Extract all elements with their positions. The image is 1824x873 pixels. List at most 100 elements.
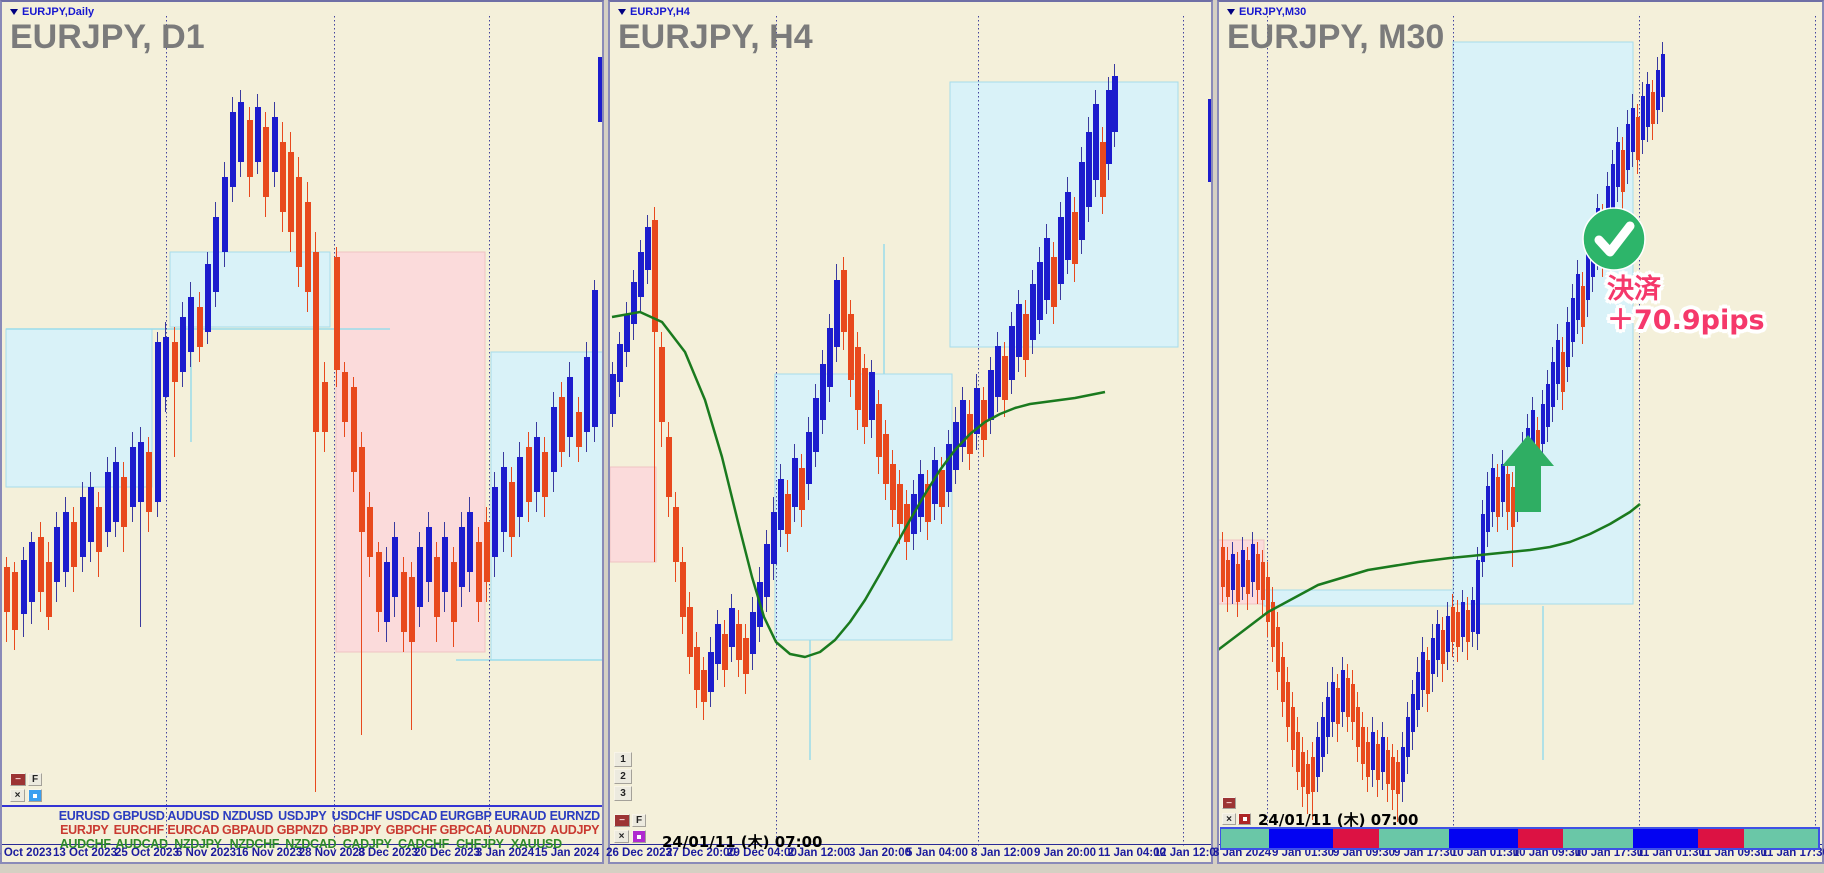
candle-body <box>1641 96 1645 140</box>
chart-window-h4[interactable]: EURJPY,H4 EURJPY, H4 1 2 3 − F × 24/01/11 (木)… <box>606 0 1222 864</box>
pair-item-eurusd[interactable]: EURUSD <box>58 809 110 823</box>
pair-item-audcad[interactable]: AUDCAD <box>115 837 168 851</box>
pair-item-cadjpy[interactable]: CADJPY <box>342 837 392 851</box>
candle-body <box>288 152 294 232</box>
pair-item-nzdjpy[interactable]: NZDJPY <box>174 837 222 851</box>
pair-item-gbpjpy[interactable]: GBPJPY <box>332 823 382 837</box>
pair-matrix-row: AUDCHF AUDCAD NZDJPY NZDCHF NZDCAD CADJPY CADC… <box>57 837 602 851</box>
pair-item-gbpchf[interactable]: GBPCHF <box>385 823 437 837</box>
candlestick-chart-m30[interactable] <box>1219 2 1822 827</box>
time-axis-label: 9 Jan 20:00 <box>1033 847 1097 859</box>
candle-body <box>974 388 980 434</box>
candle-body <box>1476 560 1480 634</box>
candle-body <box>1286 682 1290 727</box>
pair-item-usdchf[interactable]: USDCHF <box>331 809 383 823</box>
candle-body <box>1411 694 1415 732</box>
fullscreen-button[interactable]: F <box>28 773 42 786</box>
candle-body <box>1301 752 1305 787</box>
close-button[interactable]: × <box>614 830 629 843</box>
pair-item-chfjpy[interactable]: CHFJPY <box>456 837 504 851</box>
candle-body <box>121 477 127 527</box>
supply-demand-zone-cyan <box>169 251 331 328</box>
candle-body <box>1661 54 1665 97</box>
pair-item-gbpnzd[interactable]: GBPNZD <box>276 823 328 837</box>
pair-item-audchf[interactable]: AUDCHF <box>59 837 111 851</box>
pair-item-euraud[interactable]: EURAUD <box>494 809 547 823</box>
candle-body <box>21 560 27 614</box>
entry-up-arrow-icon <box>1502 435 1554 512</box>
symbol-dropdown-d1[interactable]: EURJPY,Daily <box>10 6 94 18</box>
candle-body <box>1406 717 1410 757</box>
marker-button[interactable] <box>28 789 42 802</box>
candle-body <box>238 102 244 162</box>
time-axis-label: 8 Jan 2024 <box>1212 847 1272 859</box>
pair-item-gbpaud[interactable]: GBPAUD <box>222 823 274 837</box>
candle-body <box>1456 612 1460 647</box>
pair-item-xauusd[interactable]: XAUUSD <box>510 837 562 851</box>
candle-body <box>509 482 515 537</box>
time-axis-label: 9 Jan 01:30 <box>1271 847 1335 859</box>
candle-body <box>1571 298 1575 342</box>
candle-body <box>1051 257 1057 307</box>
minimize-button[interactable]: − <box>10 773 26 786</box>
candle-body <box>1231 554 1235 590</box>
candle-body <box>1336 688 1340 724</box>
candle-body <box>897 484 903 524</box>
step-2-button[interactable]: 2 <box>614 769 632 784</box>
candlestick-chart-d1[interactable] <box>2 2 602 850</box>
candle-body <box>645 227 651 270</box>
pair-matrix-row: EURUSD GBPUSD AUDUSD NZDUSD USDJPY USDCHF USDC… <box>57 809 602 823</box>
pair-item-gbpusd[interactable]: GBPUSD <box>112 809 165 823</box>
minimize-button[interactable]: − <box>614 814 630 827</box>
symbol-dropdown-m30[interactable]: EURJPY,M30 <box>1227 6 1306 18</box>
pair-item-eurchf[interactable]: EURCHF <box>113 823 165 837</box>
candle-body <box>155 342 161 502</box>
candlestick-chart-h4[interactable] <box>610 2 1211 848</box>
candle-body <box>1072 212 1078 264</box>
close-button[interactable]: × <box>1222 813 1236 825</box>
pair-item-nzdchf[interactable]: NZDCHF <box>229 837 280 851</box>
candle-body <box>890 464 896 510</box>
candle-body <box>1065 192 1071 260</box>
pair-item-usdjpy[interactable]: USDJPY <box>278 809 327 823</box>
marker-button[interactable] <box>1238 813 1251 825</box>
step-1-button[interactable]: 1 <box>614 752 632 767</box>
pair-item-audjpy[interactable]: AUDJPY <box>550 823 600 837</box>
candle-body <box>1030 284 1036 340</box>
candle-body <box>848 314 854 380</box>
close-button[interactable]: × <box>10 789 25 802</box>
candle-body <box>467 512 473 572</box>
pair-item-eurjpy[interactable]: EURJPY <box>60 823 109 837</box>
marker-button[interactable] <box>632 830 646 843</box>
minimize-button[interactable]: − <box>1222 797 1236 809</box>
symbol-dropdown-h4[interactable]: EURJPY,H4 <box>618 6 690 18</box>
candle-body <box>722 634 728 670</box>
pair-item-eurnzd[interactable]: EURNZD <box>549 809 601 823</box>
candle-body <box>617 344 623 382</box>
pair-item-audusd[interactable]: AUDUSD <box>167 809 220 823</box>
pair-item-cadchf[interactable]: CADCHF <box>398 837 450 851</box>
pair-item-usdcad[interactable]: USDCAD <box>385 809 438 823</box>
candle-body <box>1421 652 1425 690</box>
candle-body <box>1646 84 1650 127</box>
time-axis-label: 2 Jan 12:00 <box>787 847 851 859</box>
candle-body <box>451 562 457 622</box>
step-3-button[interactable]: 3 <box>614 786 632 801</box>
chart-window-d1[interactable]: EURJPY,Daily EURJPY, D1 − F × EURUSD GBPUSD… <box>0 0 604 864</box>
candle-body <box>631 282 637 324</box>
pair-item-eurgbp[interactable]: EURGBP <box>439 809 492 823</box>
pair-item-eurcad[interactable]: EURCAD <box>167 823 220 837</box>
candle-body <box>918 474 924 517</box>
candle-body <box>113 462 119 522</box>
pair-item-audnzd[interactable]: AUDNZD <box>494 823 546 837</box>
fullscreen-button[interactable]: F <box>632 814 646 827</box>
candle-body <box>205 264 211 332</box>
candle-body <box>708 652 714 692</box>
candle-body <box>334 257 340 370</box>
pair-item-gbpcad[interactable]: GBPCAD <box>439 823 493 837</box>
time-axis-label: 9 Jan 17:30 <box>1393 847 1457 859</box>
pair-item-nzdcad[interactable]: NZDCAD <box>285 837 337 851</box>
pair-item-nzdusd[interactable]: NZDUSD <box>222 809 274 823</box>
candle-body <box>392 537 398 597</box>
chart-window-m30[interactable]: EURJPY,M30 EURJPY, M30 − × 決済 ＋70.9pips 2… <box>1213 0 1824 864</box>
